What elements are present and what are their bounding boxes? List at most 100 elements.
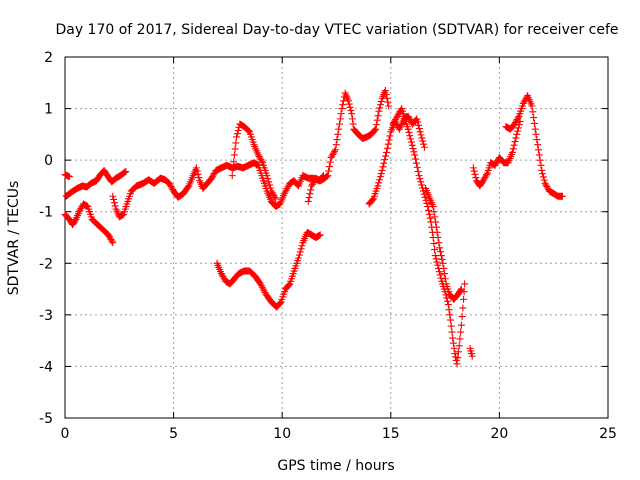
data-point-marker bbox=[385, 136, 393, 144]
data-point-marker bbox=[348, 110, 356, 118]
data-point-marker bbox=[233, 133, 241, 141]
data-point-marker bbox=[347, 107, 355, 115]
data-point-marker bbox=[71, 217, 79, 225]
data-point-marker bbox=[511, 120, 519, 128]
data-point-marker bbox=[165, 179, 173, 187]
data-point-marker bbox=[271, 193, 279, 201]
data-point-marker bbox=[493, 158, 501, 166]
data-point-marker bbox=[75, 208, 83, 216]
data-point-marker bbox=[407, 135, 415, 143]
data-point-marker bbox=[406, 132, 414, 140]
data-point-marker bbox=[435, 239, 443, 247]
data-point-marker bbox=[108, 237, 116, 245]
data-point-marker bbox=[268, 189, 276, 197]
data-point-marker bbox=[417, 178, 425, 186]
data-point-marker bbox=[272, 195, 280, 203]
data-point-marker bbox=[483, 171, 491, 179]
data-point-marker bbox=[481, 174, 489, 182]
data-point-marker bbox=[377, 97, 385, 105]
data-point-marker bbox=[529, 108, 537, 116]
data-point-marker bbox=[404, 125, 412, 133]
data-point-marker bbox=[383, 144, 391, 152]
data-point-marker bbox=[373, 116, 381, 124]
data-point-marker bbox=[441, 275, 449, 283]
data-point-marker bbox=[519, 99, 527, 107]
data-point-marker bbox=[538, 166, 546, 174]
data-point-marker bbox=[254, 151, 262, 159]
data-point-marker bbox=[376, 104, 384, 112]
chart-grid bbox=[65, 57, 608, 418]
data-point-marker bbox=[437, 252, 445, 260]
data-point-marker bbox=[440, 264, 448, 272]
data-point-marker bbox=[472, 174, 480, 182]
data-point-marker bbox=[285, 281, 293, 289]
data-point-marker bbox=[468, 352, 476, 360]
data-point-marker bbox=[325, 163, 333, 171]
x-tick-label: 0 bbox=[61, 426, 70, 442]
data-point-marker bbox=[77, 205, 85, 213]
data-point-marker bbox=[436, 271, 444, 279]
data-point-marker bbox=[491, 161, 499, 169]
data-point-marker bbox=[385, 102, 393, 110]
data-point-marker bbox=[307, 186, 315, 194]
data-point-marker bbox=[411, 151, 419, 159]
data-point-marker bbox=[449, 334, 457, 342]
data-point-marker bbox=[337, 110, 345, 118]
data-point-marker bbox=[513, 130, 521, 138]
data-point-marker bbox=[333, 136, 341, 144]
data-point-marker bbox=[265, 178, 273, 186]
data-point-marker bbox=[335, 120, 343, 128]
data-point-marker bbox=[394, 111, 402, 119]
data-point-marker bbox=[510, 141, 518, 149]
y-tick-label: 2 bbox=[44, 50, 53, 66]
data-point-marker bbox=[457, 321, 465, 329]
data-point-marker bbox=[233, 130, 241, 138]
data-point-marker bbox=[415, 125, 423, 133]
data-point-marker bbox=[229, 165, 237, 173]
data-point-marker bbox=[381, 156, 389, 164]
data-point-marker bbox=[512, 117, 520, 125]
data-point-marker bbox=[375, 179, 383, 187]
data-point-marker bbox=[407, 138, 415, 146]
data-point-marker bbox=[230, 151, 238, 159]
data-point-marker bbox=[374, 112, 382, 120]
data-point-marker bbox=[375, 107, 383, 115]
data-point-marker bbox=[382, 152, 390, 160]
data-point-marker bbox=[111, 202, 119, 210]
data-point-marker bbox=[104, 231, 112, 239]
data-point-marker bbox=[377, 170, 385, 178]
data-point-marker bbox=[264, 175, 272, 183]
data-point-marker bbox=[480, 175, 488, 183]
data-point-marker bbox=[194, 170, 202, 178]
data-point-marker bbox=[530, 119, 538, 127]
data-point-marker bbox=[532, 130, 540, 138]
data-point-marker bbox=[306, 190, 314, 198]
y-tick-label: -2 bbox=[39, 256, 53, 272]
data-point-marker bbox=[397, 106, 405, 114]
data-point-marker bbox=[433, 258, 441, 266]
data-point-marker bbox=[106, 234, 114, 242]
data-point-marker bbox=[193, 167, 201, 175]
data-point-marker bbox=[514, 114, 522, 122]
data-point-marker bbox=[535, 151, 543, 159]
data-point-marker bbox=[409, 145, 417, 153]
data-point-marker bbox=[469, 164, 477, 172]
data-point-marker bbox=[372, 125, 380, 133]
data-point-marker bbox=[390, 118, 398, 126]
data-point-marker bbox=[435, 268, 443, 276]
data-point-marker bbox=[533, 136, 541, 144]
y-tick-label: 1 bbox=[44, 102, 53, 118]
data-point-marker bbox=[441, 270, 449, 278]
data-point-marker bbox=[405, 114, 413, 122]
data-point-marker bbox=[218, 271, 226, 279]
data-point-marker bbox=[384, 98, 392, 106]
x-tick-label: 15 bbox=[382, 426, 400, 442]
data-point-marker bbox=[326, 158, 334, 166]
data-point-marker bbox=[437, 274, 445, 282]
data-point-marker bbox=[431, 252, 439, 260]
data-point-marker bbox=[528, 102, 536, 110]
data-point-marker bbox=[295, 251, 303, 259]
data-point-marker bbox=[423, 199, 431, 207]
data-point-marker bbox=[492, 160, 500, 168]
data-point-marker bbox=[346, 103, 354, 111]
